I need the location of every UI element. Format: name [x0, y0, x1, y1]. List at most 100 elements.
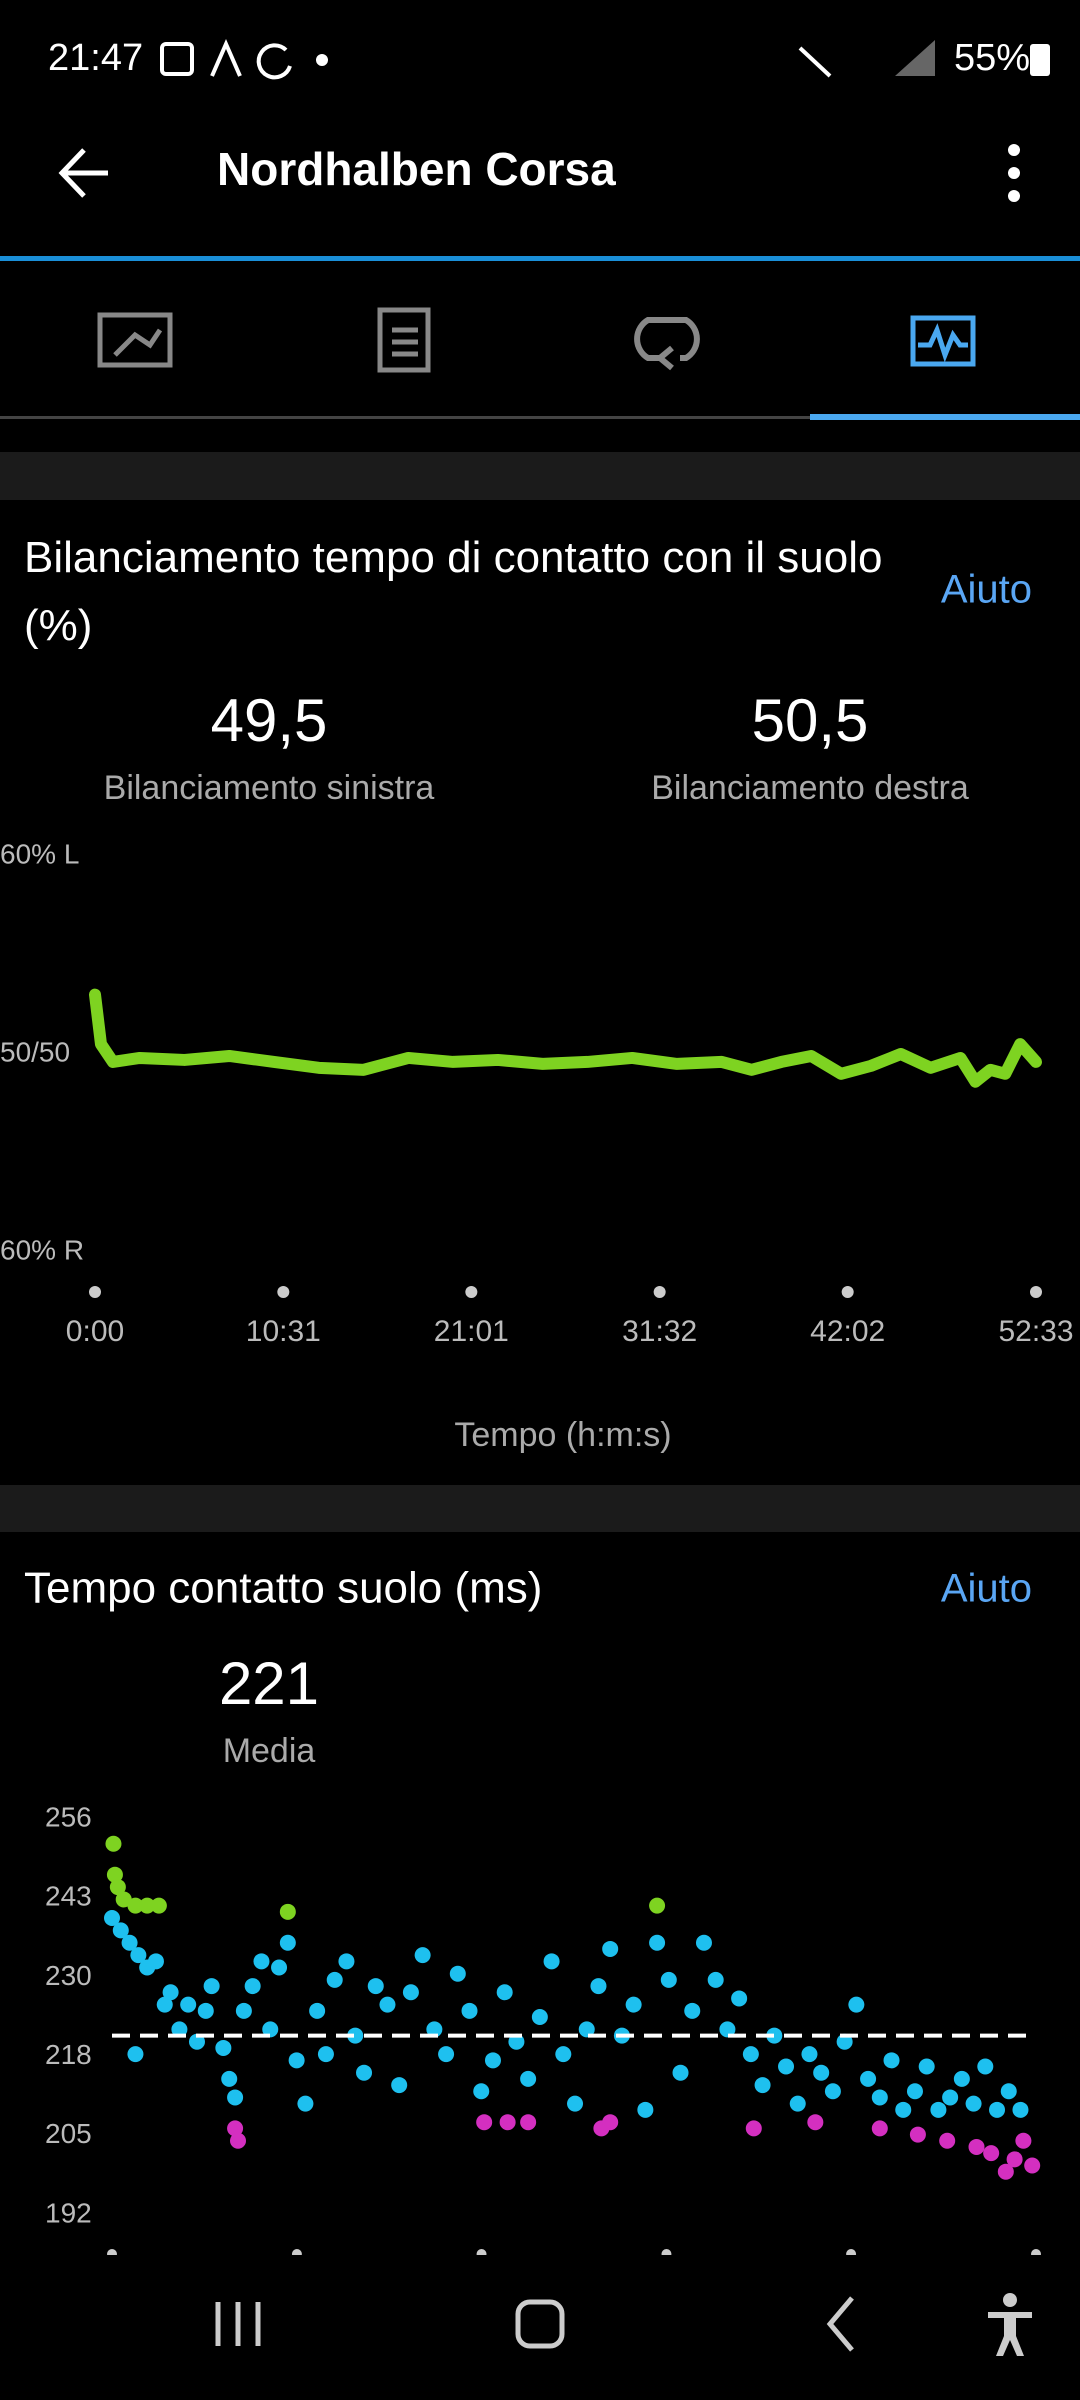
data-point	[391, 2077, 408, 2094]
section-separator	[0, 1485, 1080, 1532]
nav-accessibility[interactable]	[988, 2293, 1032, 2356]
data-point	[106, 1866, 123, 1883]
data-point	[813, 2064, 830, 2081]
data-point	[602, 2114, 619, 2131]
x-tick	[89, 1286, 101, 1298]
data-point	[227, 2120, 244, 2137]
data-point	[104, 1910, 120, 1926]
data-point	[578, 2021, 595, 2038]
data-point	[449, 1965, 466, 1982]
tab-map[interactable]	[97, 312, 173, 368]
data-point	[754, 2077, 771, 2094]
data-point	[347, 2027, 364, 2044]
stat-label: Media	[223, 1732, 316, 1770]
help-link[interactable]: Aiuto	[941, 1567, 1032, 1611]
chart-title-box: Bilanciamento tempo di contatto con il s…	[24, 533, 883, 650]
data-point	[590, 1978, 607, 1995]
data-point	[476, 2114, 493, 2131]
data-point	[203, 1978, 220, 1995]
data-point	[230, 2132, 247, 2149]
x-tick-label: 0:00	[66, 1315, 124, 1348]
data-point	[745, 2120, 762, 2137]
data-point	[156, 1996, 173, 2013]
y-tick-label: 60% R	[0, 1234, 84, 1265]
x-tick	[841, 1286, 854, 1298]
chart-title: Bilanciamento tempo di contatto con il s…	[24, 533, 883, 650]
tab-charts[interactable]	[910, 315, 976, 367]
data-point	[279, 1903, 296, 1920]
data-point	[279, 1934, 296, 1951]
data-point	[1006, 2151, 1023, 2168]
help-link[interactable]: Aiuto	[941, 568, 1032, 612]
tab-laps[interactable]	[634, 317, 700, 371]
data-point	[930, 2101, 947, 2118]
data-point	[778, 2058, 795, 2075]
data-point	[496, 1984, 513, 2001]
data-point	[649, 1934, 666, 1951]
section-separator	[0, 452, 1080, 500]
data-point	[426, 2021, 443, 2038]
y-tick-label: 50/50	[0, 1036, 70, 1067]
status-time: 21:47	[48, 37, 143, 79]
y-tick-label: 192	[45, 2197, 92, 2228]
data-point	[543, 1953, 560, 1970]
stat-value: 221	[219, 1650, 319, 1717]
x-tick-label: 31:32	[622, 1315, 697, 1348]
data-point	[707, 1971, 724, 1988]
x-tick	[465, 1286, 478, 1298]
data-point	[402, 1984, 419, 2001]
data-point	[766, 2027, 783, 2044]
data-point	[906, 2083, 923, 2100]
header-divider	[0, 256, 1080, 261]
nav-bar	[0, 2255, 1080, 2400]
data-point	[508, 2033, 525, 2050]
y-tick-label: 60% L	[0, 838, 79, 869]
nav-home[interactable]	[515, 2299, 565, 2349]
menu-button[interactable]	[1008, 144, 1020, 202]
data-point	[379, 1996, 396, 2013]
tab-indicator	[810, 414, 1080, 420]
data-point	[649, 1897, 666, 1914]
data-point	[520, 2070, 537, 2087]
contact-time-chart: 192 205 218 230 243 256	[45, 1801, 1041, 2259]
nav-back[interactable]	[826, 2296, 854, 2352]
data-point	[660, 1971, 677, 1988]
data-point	[130, 1947, 147, 1964]
stat-value: 50,5	[752, 687, 869, 754]
data-point	[909, 2126, 926, 2143]
data-point	[271, 1959, 288, 1976]
stat-label: Bilanciamento destra	[651, 769, 969, 807]
data-point	[288, 2052, 305, 2069]
data-point	[121, 1934, 138, 1951]
back-button[interactable]	[58, 148, 108, 198]
data-point	[171, 2021, 188, 2038]
data-point	[461, 2002, 478, 2019]
data-point	[684, 2002, 701, 2019]
data-point	[555, 2046, 572, 2063]
data-point	[262, 2021, 279, 2038]
data-point	[227, 2089, 244, 2106]
balance-line	[89, 988, 1042, 1088]
tab-divider	[0, 416, 810, 419]
data-point	[317, 2046, 334, 2063]
data-point	[602, 1940, 619, 1957]
data-point	[942, 2089, 959, 2106]
nav-recents[interactable]	[215, 2302, 261, 2346]
data-point	[918, 2058, 935, 2075]
data-point	[1015, 2132, 1032, 2149]
battery-icon	[1030, 44, 1050, 76]
tab-details[interactable]	[377, 307, 431, 373]
data-point	[789, 2095, 806, 2112]
data-point	[848, 1996, 865, 2013]
data-point	[139, 1897, 156, 1914]
data-point	[871, 2120, 888, 2137]
stat-value: 49,5	[211, 687, 328, 754]
data-point	[338, 1953, 355, 1970]
data-point	[244, 1978, 261, 1995]
data-point	[531, 2009, 548, 2025]
data-point	[989, 2101, 1006, 2118]
data-point	[499, 2114, 516, 2131]
data-point	[968, 2138, 985, 2155]
